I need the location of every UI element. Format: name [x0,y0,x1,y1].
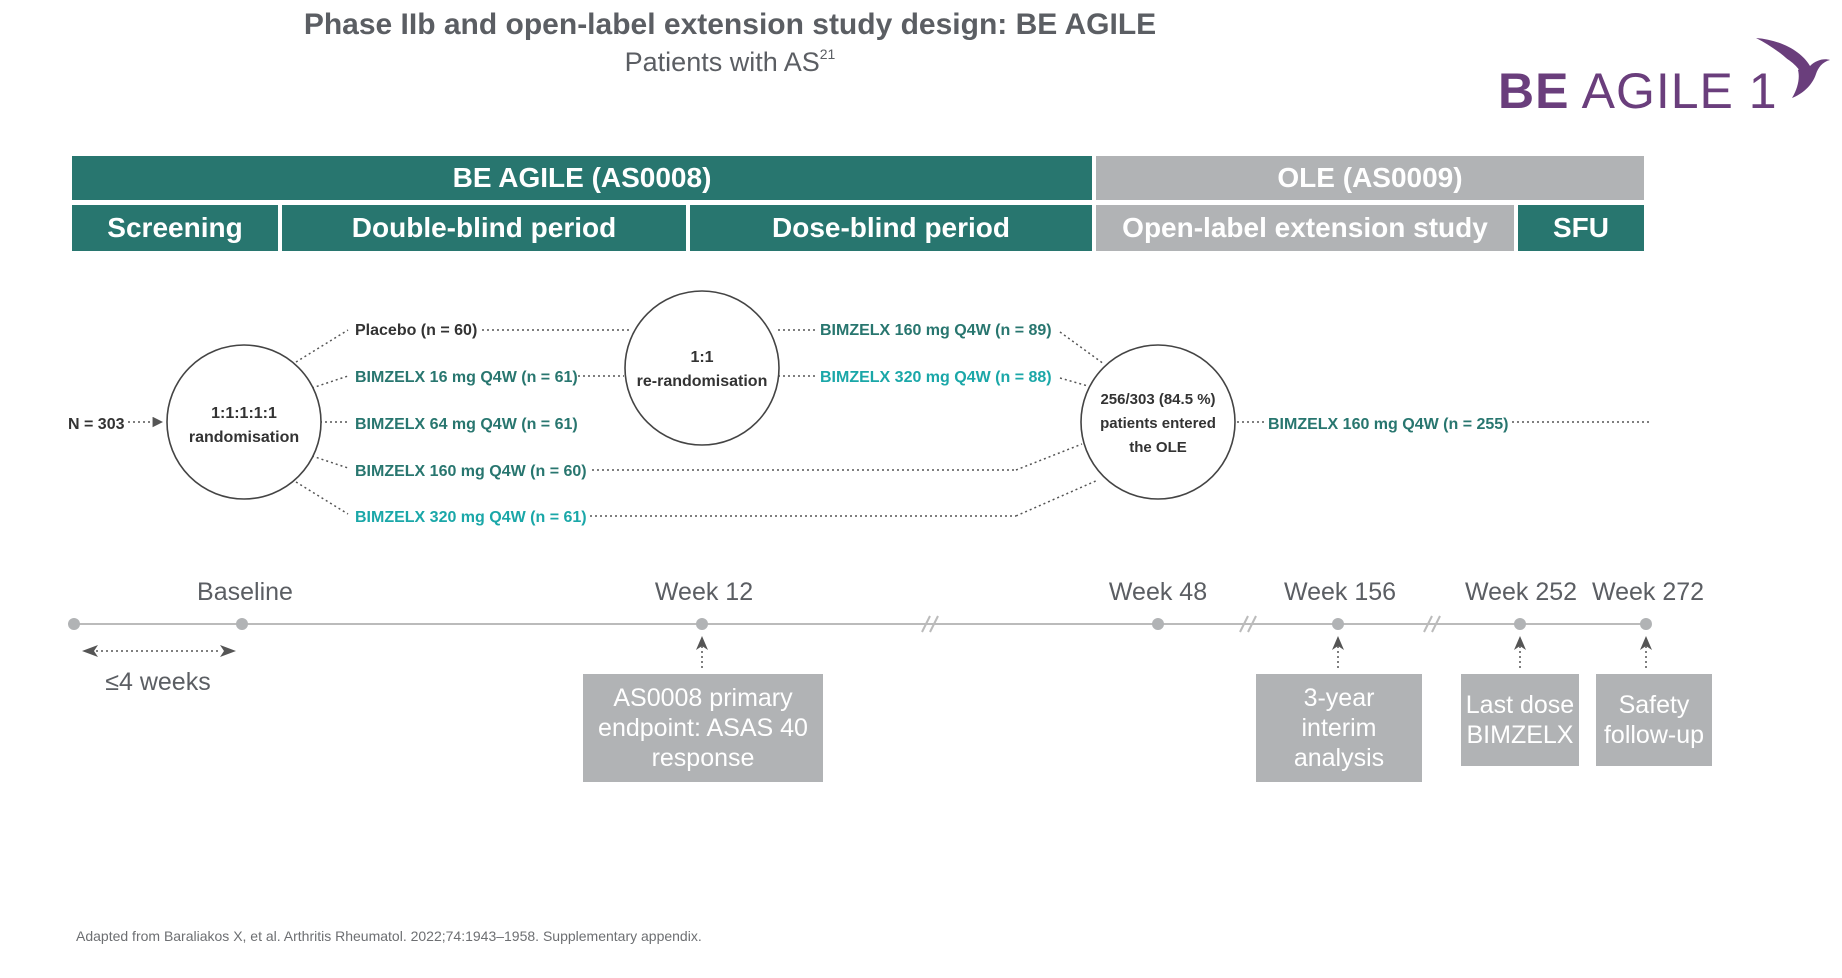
re-randomisation-ratio: 1:1 [690,349,713,366]
ole-entry-label-2: the OLE [1129,439,1187,456]
open-label-extension-bar: Open-label extension study [1096,205,1514,251]
timeline-point-week156 [1332,618,1344,630]
primary-endpoint-callout: AS0008 primary endpoint: ASAS 40 respons… [583,674,823,782]
dose-blind-bar: Dose-blind period [690,205,1092,251]
rerand-arm-bimzelx-320: BIMZELX 320 mg Q4W (n = 88) [820,369,1052,386]
safety-follow-up-callout: Safety follow-up [1596,674,1712,766]
sfu-bar: SFU [1518,205,1644,251]
timeline-label-baseline: Baseline [197,578,293,606]
ole-arm-bimzelx-160: BIMZELX 160 mg Q4W (n = 255) [1268,416,1509,433]
timeline [68,615,1652,668]
randomisation-ratio: 1:1:1:1:1 [211,405,277,422]
arrowheads [82,636,1652,657]
ole-entry-circle [1080,344,1236,500]
screening-bar: Screening [72,205,278,251]
reference-superscript: 21 [819,46,836,62]
timeline-point-week12 [696,618,708,630]
footnote-reference: Adapted from Baraliakos X, et al. Arthri… [76,928,702,944]
timeline-point-screening-start [68,618,80,630]
timeline-label-week272: Week 272 [1591,578,1705,606]
arm-placebo: Placebo (n = 60) [355,322,477,339]
double-blind-bar: Double-blind period [282,205,686,251]
arm-bimzelx-64: BIMZELX 64 mg Q4W (n = 61) [355,416,578,433]
screening-duration-label: ≤4 weeks [105,668,211,696]
bird-logo-icon [1756,38,1830,98]
ole-entry-count: 256/303 (84.5 %) [1100,391,1215,408]
arm-bimzelx-16: BIMZELX 16 mg Q4W (n = 61) [355,369,578,386]
page-subtitle: Patients with AS21 [624,46,836,77]
timeline-label-week48: Week 48 [1108,578,1208,606]
timeline-point-week252 [1514,618,1526,630]
timeline-point-week48 [1152,618,1164,630]
re-randomisation-label: re-randomisation [637,373,768,390]
timeline-point-baseline [236,618,248,630]
timeline-label-week252: Week 252 [1464,578,1578,606]
randomisation-circle [166,344,322,500]
randomisation-label: randomisation [189,429,299,446]
timeline-point-week272 [1640,618,1652,630]
page-title: Phase IIb and open-label extension study… [303,8,1157,41]
re-randomisation-circle [624,290,780,446]
interim-analysis-callout: 3-year interim analysis [1256,674,1422,782]
last-dose-callout: Last dose BIMZELX [1461,674,1579,766]
ole-study-bar: OLE (AS0009) [1096,156,1644,200]
rerand-arm-bimzelx-160: BIMZELX 160 mg Q4W (n = 89) [820,322,1052,339]
arm-bimzelx-160: BIMZELX 160 mg Q4W (n = 60) [355,463,587,480]
timeline-label-week156: Week 156 [1283,578,1397,606]
total-patients-label: N = 303 [68,416,125,433]
be-agile-study-bar: BE AGILE (AS0008) [72,156,1092,200]
arm-bimzelx-320: BIMZELX 320 mg Q4W (n = 61) [355,509,587,526]
ole-entry-label-1: patients entered [1100,415,1216,432]
timeline-break-marks [921,615,1441,633]
be-agile-logo: BE AGILE 1 [1498,63,1778,119]
flow-connector-lines [128,329,1650,517]
timeline-label-week12: Week 12 [654,578,754,606]
